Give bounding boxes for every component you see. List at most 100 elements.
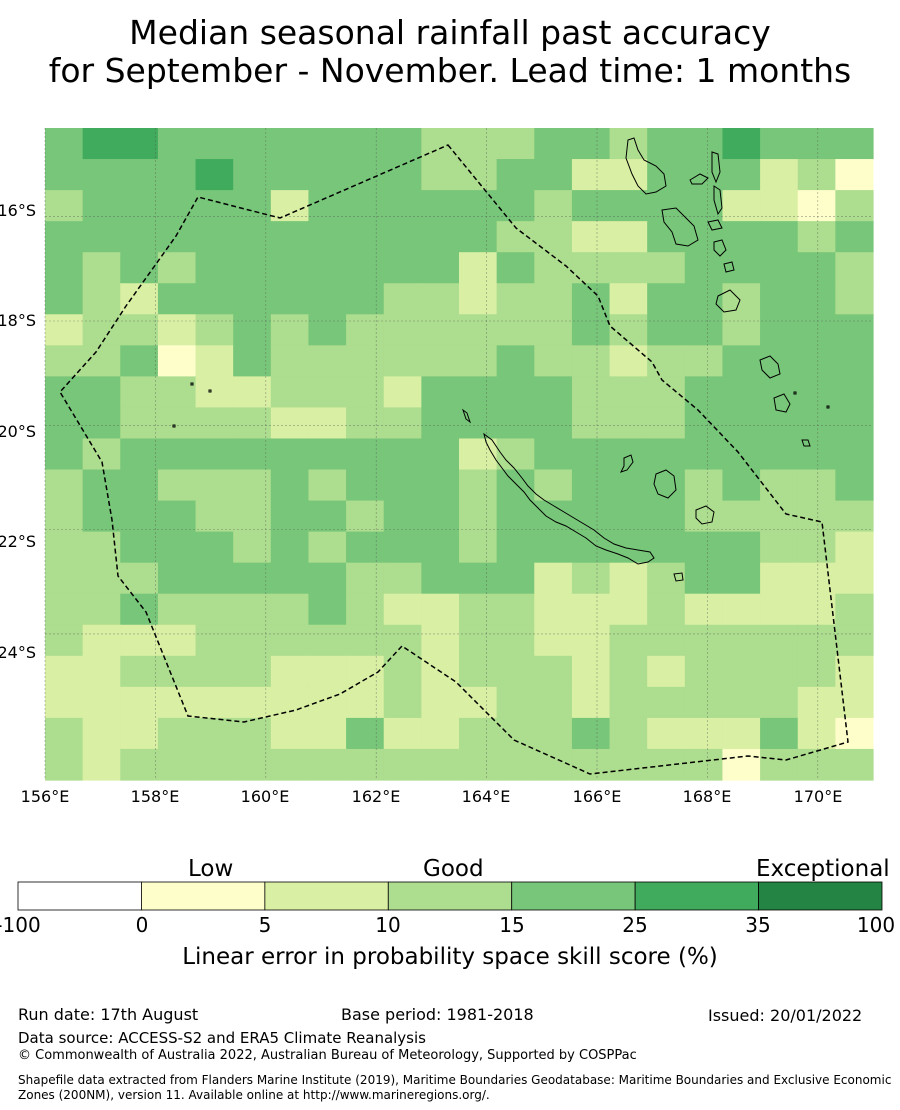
- grid-cell: [195, 748, 234, 781]
- lon-tick-label: 166°E: [572, 787, 622, 806]
- grid-cell: [346, 314, 385, 346]
- grid-cell: [571, 128, 611, 160]
- grid-cell: [722, 190, 761, 222]
- grid-cell: [647, 221, 686, 253]
- grid-cell: [120, 407, 159, 440]
- grid-cell: [459, 655, 498, 688]
- grid-cell: [308, 190, 347, 222]
- grid-cell: [835, 128, 874, 160]
- lat-tick-label: 24°S: [0, 643, 36, 662]
- grid-cell: [459, 624, 498, 657]
- base-period: Base period: 1981-2018: [341, 1005, 534, 1024]
- grid-cell: [684, 624, 724, 657]
- grid-cell: [684, 283, 724, 315]
- grid-cell: [797, 748, 836, 781]
- grid-cell: [233, 314, 272, 346]
- grid-cell: [534, 531, 573, 564]
- grid-cell: [647, 314, 686, 346]
- grid-cell: [45, 128, 84, 160]
- grid-cell: [496, 624, 535, 657]
- grid-cell: [459, 221, 498, 253]
- lon-tick-label: 156°E: [20, 787, 70, 806]
- grid-cell: [534, 655, 573, 688]
- grid-cell: [609, 717, 648, 750]
- grid-cell: [722, 562, 761, 595]
- grid-cell: [459, 748, 498, 781]
- grid-cell: [421, 500, 460, 533]
- grid-cell: [120, 345, 159, 377]
- grid-cell: [421, 624, 460, 657]
- issued-date: Issued: 20/01/2022: [708, 1006, 863, 1025]
- grid-cell: [647, 469, 686, 502]
- grid-cell: [571, 407, 611, 440]
- grid-cell: [45, 593, 84, 626]
- title-line-2: for September - November. Lead time: 1 m…: [48, 51, 852, 90]
- grid-cell: [534, 221, 573, 253]
- grid-cell: [421, 717, 460, 750]
- grid-cell: [45, 190, 84, 222]
- grid-cell: [459, 128, 498, 160]
- grid-cell: [760, 128, 799, 160]
- grid-cell: [760, 562, 799, 595]
- grid-cell: [383, 128, 422, 160]
- grid-cell: [195, 717, 234, 750]
- grid-cell: [157, 655, 197, 688]
- grid-cell: [797, 252, 836, 284]
- grid-cell: [308, 345, 347, 377]
- lat-tick-label: 20°S: [0, 422, 36, 441]
- chart-title: Median seasonal rainfall past accuracy f…: [0, 14, 900, 90]
- grid-cell: [647, 376, 686, 409]
- grid-cell: [120, 159, 159, 191]
- grid-cell: [308, 159, 347, 191]
- grid-cell: [571, 159, 611, 191]
- grid-cell: [45, 500, 84, 533]
- grid-cell: [346, 345, 385, 377]
- grid-cell: [835, 562, 874, 595]
- grid-cell: [45, 655, 84, 688]
- grid-cell: [421, 686, 460, 719]
- grid-cell: [496, 221, 535, 253]
- grid-cell: [571, 283, 611, 315]
- grid-cell: [195, 345, 234, 377]
- grid-cell: [459, 376, 498, 409]
- grid-cell: [195, 252, 234, 284]
- grid-cell: [383, 593, 422, 626]
- grid-cell: [760, 500, 799, 533]
- grid-cell: [383, 717, 422, 750]
- grid-cell: [722, 748, 761, 781]
- grid-cell: [760, 221, 799, 253]
- grid-cell: [346, 624, 385, 657]
- grid-cell: [346, 500, 385, 533]
- grid-cell: [346, 748, 385, 781]
- grid-cell: [45, 159, 84, 191]
- grid-cell: [760, 593, 799, 626]
- grid-cell: [308, 407, 347, 440]
- grid-cell: [270, 717, 310, 750]
- grid-cell: [195, 531, 234, 564]
- grid-cell: [722, 624, 761, 657]
- grid-cell: [835, 345, 874, 377]
- grid-cell: [571, 624, 611, 657]
- grid-cell: [346, 221, 385, 253]
- grid-cell: [760, 252, 799, 284]
- grid-cell: [835, 717, 874, 750]
- grid-cell: [647, 624, 686, 657]
- grid-cell: [308, 655, 347, 688]
- grid-cell: [684, 686, 724, 719]
- grid-cell: [534, 345, 573, 377]
- grid-cell: [835, 593, 874, 626]
- grid-cell: [45, 624, 84, 657]
- grid-cell: [609, 469, 648, 502]
- grid-cell: [496, 686, 535, 719]
- grid-cell: [383, 469, 422, 502]
- grid-cell: [797, 500, 836, 533]
- grid-cell: [233, 438, 272, 471]
- grid-cell: [120, 252, 159, 284]
- grid-cell: [270, 748, 310, 781]
- grid-cell: [157, 748, 197, 781]
- grid-cell: [835, 407, 874, 440]
- grid-cell: [383, 221, 422, 253]
- grid-cell: [534, 686, 573, 719]
- grid-cell: [346, 686, 385, 719]
- lon-tick-label: 162°E: [351, 787, 401, 806]
